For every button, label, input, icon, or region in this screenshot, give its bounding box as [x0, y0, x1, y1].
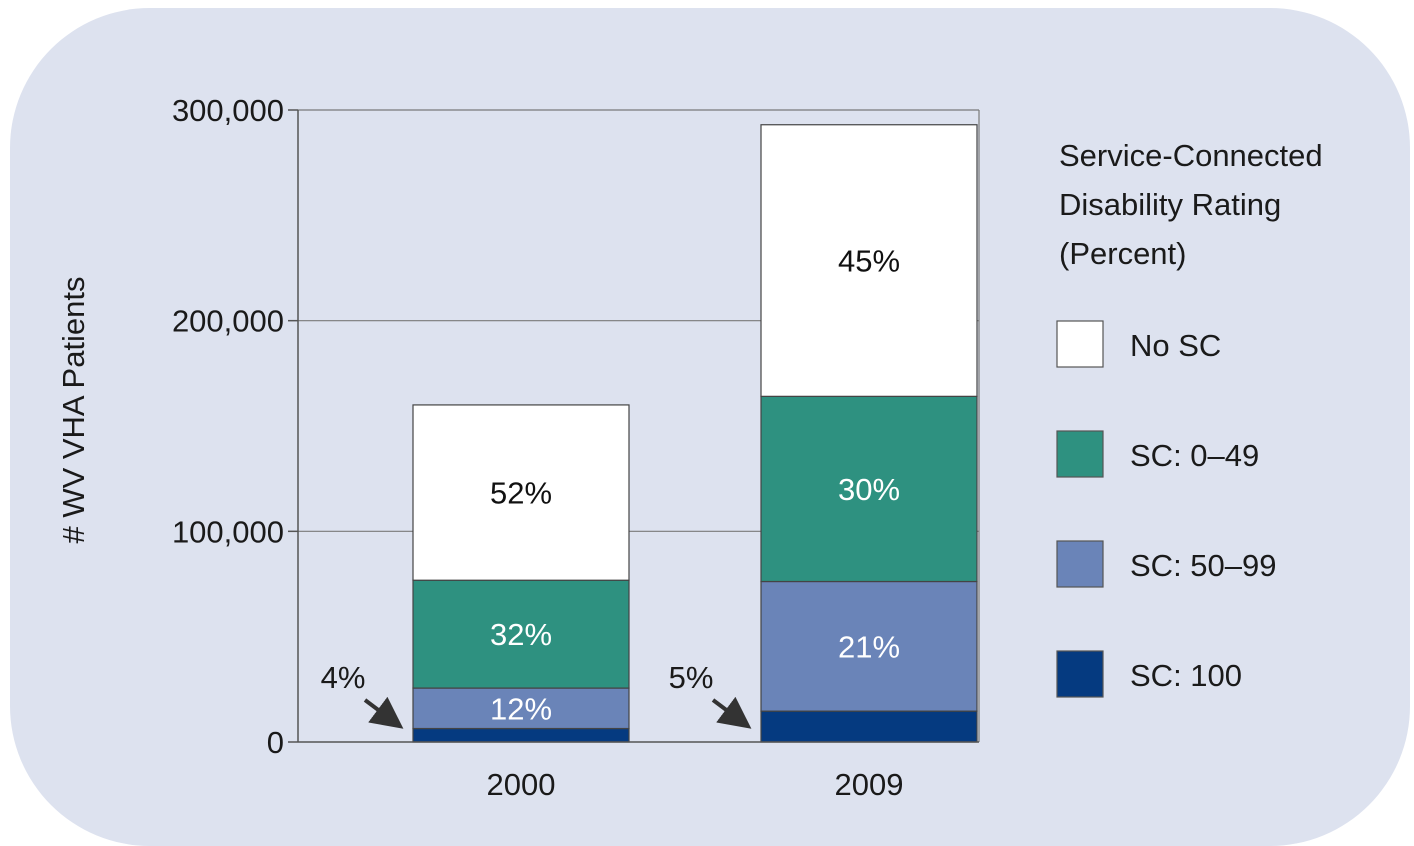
callout-label: 5% [669, 660, 714, 695]
legend-swatch [1056, 650, 1104, 698]
legend-label: No SC [1130, 328, 1221, 363]
y-axis-title: # WV VHA Patients [56, 276, 91, 543]
bar-segment-2000-2 [412, 579, 630, 689]
legend-swatch [1056, 540, 1104, 588]
bar-segment-label: 12% [490, 691, 552, 726]
legend-label: SC: 100 [1130, 658, 1242, 693]
bar-segment-2009-2 [760, 395, 978, 583]
y-tick-label: 200,000 [172, 304, 284, 339]
y-tick-label: 0 [267, 725, 284, 760]
legend-label: SC: 50–99 [1130, 548, 1277, 583]
bar-segment-2009-3 [760, 124, 978, 397]
chart-background-panel [10, 8, 1410, 846]
bar-segment-label: 30% [838, 472, 900, 507]
bar-segment-label: 45% [838, 244, 900, 279]
bar-segment-2000-0 [412, 727, 630, 743]
bar-segment-2009-1 [760, 580, 978, 712]
bar-segment-2009-0 [760, 710, 978, 743]
bar-segment-label: 21% [838, 629, 900, 664]
legend-title-line: Disability Rating [1059, 187, 1281, 222]
callout-arrow [363, 696, 404, 729]
legend-swatch [1056, 320, 1104, 368]
y-tick-label: 300,000 [172, 93, 284, 128]
legend-swatch [1056, 430, 1104, 478]
bar-segment-label: 52% [490, 476, 552, 511]
x-category-label: 2000 [487, 767, 556, 802]
x-category-label: 2009 [835, 767, 904, 802]
legend-title-line: (Percent) [1059, 236, 1186, 271]
callout-arrow [711, 696, 752, 729]
legend-title-line: Service-Connected [1059, 138, 1323, 173]
legend-label: SC: 0–49 [1130, 438, 1259, 473]
bar-segment-label: 32% [490, 617, 552, 652]
y-tick-label: 100,000 [172, 514, 284, 549]
bar-segment-2000-1 [412, 687, 630, 730]
bar-segment-2000-3 [412, 404, 630, 581]
callout-label: 4% [321, 660, 366, 695]
